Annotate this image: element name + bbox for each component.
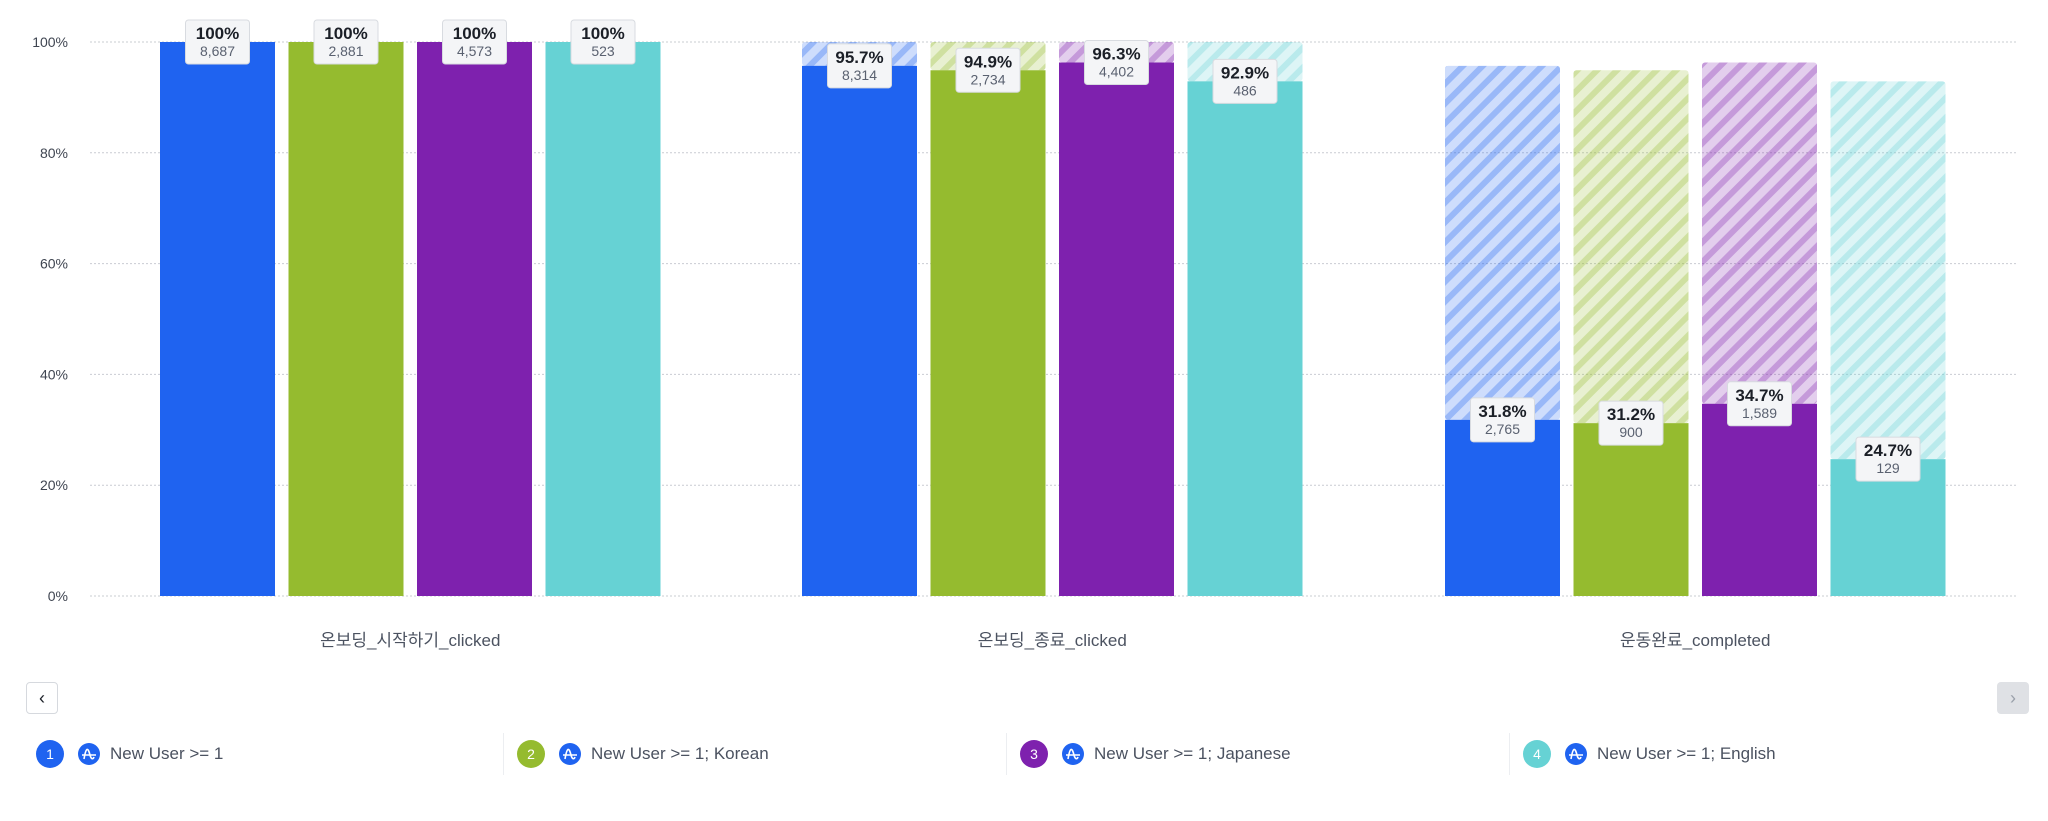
data-label: 95.7%8,314 [827, 43, 892, 89]
count-label: 4,573 [457, 43, 492, 59]
conversion-bar[interactable] [1830, 459, 1946, 596]
legend-label: New User >= 1; Japanese [1094, 744, 1291, 763]
data-label: 96.3%4,402 [1084, 39, 1149, 85]
x-category-label: 온보딩_종료_clicked [978, 631, 1127, 650]
percent-label: 100% [453, 24, 496, 43]
legend-item[interactable]: 3 New User >= 1; Japanese [1006, 733, 1509, 775]
series-number-badge: 1 [36, 740, 64, 768]
series-number-badge: 2 [517, 740, 545, 768]
data-label: 100%8,687 [185, 19, 250, 65]
conversion-bar[interactable] [160, 42, 275, 596]
count-label: 1,589 [1742, 405, 1777, 421]
funnel-chart: 0%20%40%60%80%100% 100%8,687100%2,881100… [32, 19, 2017, 650]
series-number-badge: 4 [1523, 740, 1551, 768]
amplitude-logo-icon [559, 743, 581, 765]
count-label: 900 [1619, 424, 1643, 440]
series-number-badge: 3 [1020, 740, 1048, 768]
dropoff-bar[interactable] [1573, 70, 1689, 424]
count-label: 2,765 [1485, 421, 1520, 437]
y-tick-label: 40% [40, 366, 68, 382]
count-label: 2,734 [970, 71, 1005, 87]
conversion-bar[interactable] [1187, 81, 1303, 597]
count-label: 523 [591, 43, 615, 59]
amplitude-logo-icon [78, 743, 100, 765]
legend-item[interactable]: 2 New User >= 1; Korean [503, 733, 1006, 775]
legend-item[interactable]: 1 New User >= 1 [0, 733, 503, 775]
amplitude-logo-icon [1565, 743, 1587, 765]
y-tick-label: 80% [40, 145, 68, 161]
conversion-bar[interactable] [288, 42, 404, 596]
percent-label: 34.7% [1735, 386, 1783, 405]
count-label: 129 [1876, 460, 1900, 476]
chevron-left-icon: ‹ [39, 687, 45, 708]
legend-label: New User >= 1; Korean [591, 744, 769, 763]
data-label: 34.7%1,589 [1727, 381, 1792, 427]
x-category-label: 운동완료_completed [1620, 631, 1770, 650]
y-tick-label: 0% [48, 588, 68, 604]
dropoff-bar[interactable] [1702, 62, 1817, 404]
amplitude-logo-icon [1062, 743, 1084, 765]
dropoff-bar[interactable] [1445, 65, 1560, 420]
data-label: 94.9%2,734 [955, 47, 1021, 93]
percent-label: 96.3% [1092, 44, 1140, 63]
conversion-bar[interactable] [1702, 403, 1817, 596]
y-axis: 0% 20% 40% 60% 80% 100% [32, 34, 68, 604]
data-label: 100%4,573 [442, 19, 507, 65]
dropoff-bar[interactable] [1830, 81, 1946, 460]
data-label: 100%523 [570, 19, 636, 65]
conversion-bar[interactable] [545, 42, 661, 596]
data-label: 24.7%129 [1855, 436, 1921, 482]
x-axis: 온보딩_시작하기_clicked 온보딩_종료_clicked 운동완료_compl… [320, 631, 1770, 650]
legend-label: New User >= 1; English [1597, 744, 1776, 763]
percent-label: 24.7% [1864, 441, 1912, 460]
conversion-bar[interactable] [1573, 423, 1689, 596]
conversion-bar[interactable] [1059, 62, 1174, 597]
percent-label: 100% [196, 24, 239, 43]
percent-label: 31.2% [1607, 405, 1655, 424]
percent-label: 92.9% [1221, 63, 1269, 82]
y-tick-label: 100% [32, 34, 68, 50]
data-label: 31.2%900 [1598, 400, 1664, 446]
conversion-bar[interactable] [417, 42, 532, 596]
legend: 1 New User >= 1 2 New User >= 1; Korean … [0, 733, 2048, 775]
x-category-label: 온보딩_시작하기_clicked [320, 631, 500, 650]
count-label: 8,314 [842, 67, 877, 83]
y-tick-label: 20% [40, 477, 68, 493]
percent-label: 100% [324, 24, 367, 43]
percent-label: 94.9% [964, 52, 1012, 71]
chevron-right-icon: › [2010, 687, 2016, 708]
data-label: 92.9%486 [1212, 58, 1278, 104]
percent-label: 100% [581, 24, 624, 43]
previous-page-button[interactable]: ‹ [26, 682, 58, 714]
count-label: 2,881 [328, 43, 363, 59]
percent-label: 31.8% [1478, 402, 1526, 421]
count-label: 486 [1233, 82, 1257, 98]
count-label: 4,402 [1099, 63, 1134, 79]
percent-label: 95.7% [835, 48, 883, 67]
next-page-button[interactable]: › [1997, 682, 2029, 714]
legend-item[interactable]: 4 New User >= 1; English [1509, 733, 2012, 775]
data-label: 100%2,881 [313, 19, 379, 65]
legend-label: New User >= 1 [110, 744, 224, 763]
data-label: 31.8%2,765 [1470, 397, 1535, 443]
gridlines [90, 41, 2017, 597]
conversion-bar[interactable] [802, 65, 917, 596]
conversion-bar[interactable] [930, 70, 1046, 596]
y-tick-label: 60% [40, 256, 68, 272]
count-label: 8,687 [200, 43, 235, 59]
conversion-bar[interactable] [1445, 419, 1560, 596]
bars [160, 42, 1946, 597]
